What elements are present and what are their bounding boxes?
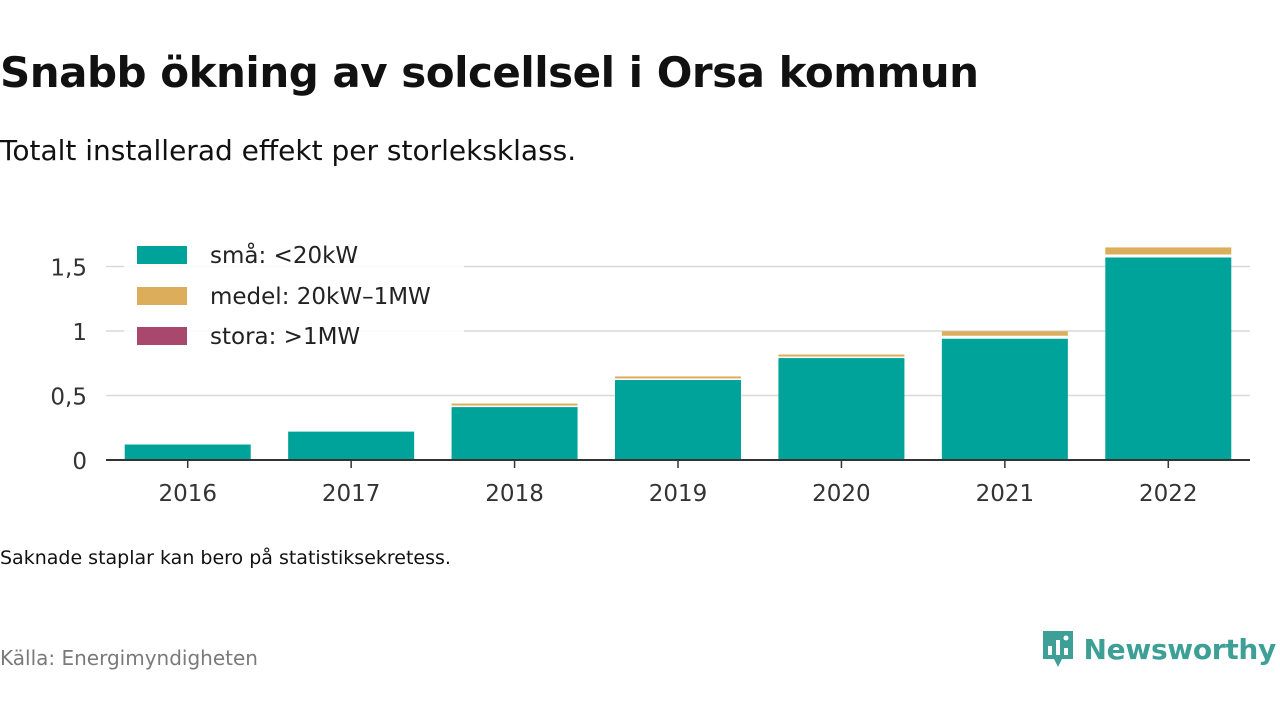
x-tick-label: 2016	[158, 481, 217, 507]
x-tick-label: 2018	[485, 481, 544, 507]
chart-subtitle: Totalt installerad effekt per storlekskl…	[0, 134, 577, 167]
source-credit: Källa: Energimyndigheten	[0, 646, 258, 670]
brand-logo: Newsworthy	[1040, 628, 1276, 670]
bar-2020-series-1	[778, 354, 905, 357]
x-tick-label: 2020	[812, 481, 871, 507]
brand-name: Newsworthy	[1083, 632, 1277, 666]
bar-2019-series-0	[615, 380, 741, 460]
legend-swatch	[137, 287, 187, 305]
y-tick-label: 0	[72, 449, 87, 475]
newsworthy-logo-icon	[1042, 631, 1073, 667]
bar-2022-series-0	[1105, 257, 1232, 460]
bar-2019-series-1	[615, 376, 741, 379]
bar-2020-series-0	[778, 358, 905, 460]
x-tick-label: 2022	[1139, 481, 1198, 507]
legend-label: medel: 20kW–1MW	[210, 284, 431, 310]
bar-2021-series-1	[941, 331, 1068, 336]
bar-2016-series-0	[124, 444, 251, 460]
bar-2018-series-0	[451, 407, 578, 460]
y-tick-label: 1	[72, 320, 87, 346]
footnote: Saknade staplar kan bero på statistiksek…	[0, 547, 451, 569]
x-tick-label: 2021	[976, 481, 1035, 507]
y-tick-label: 0,5	[50, 385, 87, 411]
bar-2017-series-0	[288, 431, 415, 460]
x-tick-label: 2017	[322, 481, 381, 507]
chart-title: Snabb ökning av solcellsel i Orsa kommun	[0, 48, 979, 97]
bar-chart: 0 0,5 1 1,5 2016 2017 2018 2019 2020 2021 2022 små…	[50, 236, 1250, 507]
bar-2022-series-1	[1105, 247, 1232, 255]
axes: 0 0,5 1 1,5 2016 2017 2018 2019 2020 2021 2022	[50, 256, 1250, 507]
legend: små: <20kW medel: 20kW–1MW stora: >1MW	[124, 236, 464, 358]
legend-swatch	[137, 327, 187, 345]
bar-2018-series-1	[451, 403, 578, 406]
y-tick-label: 1,5	[50, 256, 87, 282]
bars	[124, 247, 1232, 460]
legend-label: stora: >1MW	[210, 324, 360, 350]
legend-swatch	[137, 246, 187, 264]
x-tick-label: 2019	[649, 481, 708, 507]
bar-2021-series-0	[941, 338, 1068, 460]
legend-label: små: <20kW	[210, 241, 358, 269]
